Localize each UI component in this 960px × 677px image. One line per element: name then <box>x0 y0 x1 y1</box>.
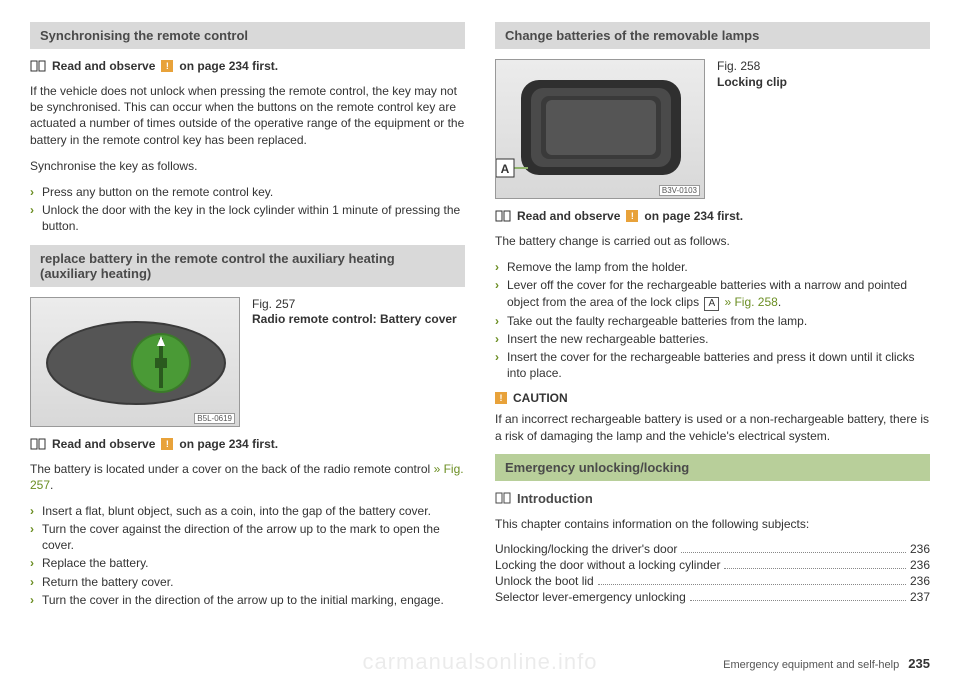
figure-title: Locking clip <box>717 75 787 89</box>
caution-label: CAUTION <box>513 391 568 405</box>
read-observe-tail: on page 234 first. <box>179 437 278 451</box>
bullet-list: Press any button on the remote control k… <box>30 184 465 235</box>
toc-dots <box>681 552 906 553</box>
list-item: Remove the lamp from the holder. <box>495 259 930 275</box>
figure-number: Fig. 257 <box>252 297 457 313</box>
figure-image: B5L-0619 <box>30 297 240 427</box>
toc-line: Unlock the boot lid 236 <box>495 574 930 588</box>
toc-title: Unlock the boot lid <box>495 574 594 588</box>
paragraph: Synchronise the key as follows. <box>30 158 465 174</box>
caution-heading: ! CAUTION <box>495 391 930 405</box>
figure-code: B3V-0103 <box>659 185 700 196</box>
read-observe-text: Read and observe <box>52 59 155 73</box>
toc-line: Unlocking/locking the driver's door 236 <box>495 542 930 556</box>
paragraph: If the vehicle does not unlock when pres… <box>30 83 465 148</box>
list-item: Replace the battery. <box>30 555 465 571</box>
toc-dots <box>598 584 906 585</box>
introduction-heading: Introduction <box>495 491 930 506</box>
warning-icon: ! <box>161 438 173 450</box>
book-icon <box>495 210 511 222</box>
toc-line: Selector lever-emergency unlocking 237 <box>495 590 930 604</box>
read-observe-tail: on page 234 first. <box>644 209 743 223</box>
intro-text: This chapter contains information on the… <box>495 516 930 532</box>
toc-title: Selector lever-emergency unlocking <box>495 590 686 604</box>
toc-line: Locking the door without a locking cylin… <box>495 558 930 572</box>
book-icon <box>30 438 46 450</box>
list-item: Insert a flat, blunt object, such as a c… <box>30 503 465 519</box>
read-observe-text: Read and observe <box>517 209 620 223</box>
figure-caption: Fig. 257 Radio remote control: Battery c… <box>252 297 457 328</box>
text: . <box>50 478 53 492</box>
read-observe-text: Read and observe <box>52 437 155 451</box>
toc-title: Unlocking/locking the driver's door <box>495 542 677 556</box>
figure-code: B5L-0619 <box>194 413 235 424</box>
toc-title: Locking the door without a locking cylin… <box>495 558 720 572</box>
introduction-label: Introduction <box>517 491 593 506</box>
figure-number: Fig. 258 <box>717 59 787 75</box>
book-icon <box>30 60 46 72</box>
text: The battery is located under a cover on … <box>30 462 434 476</box>
page-footer: Emergency equipment and self-help 235 <box>723 656 930 671</box>
warning-icon: ! <box>495 392 507 404</box>
warning-icon: ! <box>161 60 173 72</box>
list-item: Insert the new rechargeable batteries. <box>495 331 930 347</box>
list-item: Insert the cover for the rechargeable ba… <box>495 349 930 381</box>
list-item: Lever off the cover for the rechargeable… <box>495 277 930 310</box>
key-label: A <box>704 297 719 311</box>
page-number: 235 <box>908 656 930 671</box>
read-observe-row: Read and observe ! on page 234 first. <box>30 59 465 73</box>
toc-dots <box>690 600 906 601</box>
caution-text: If an incorrect rechargeable battery is … <box>495 411 930 443</box>
figure-caption: Fig. 258 Locking clip <box>717 59 787 90</box>
section-header-replace-battery: replace battery in the remote control th… <box>30 245 465 287</box>
toc-page: 236 <box>910 574 930 588</box>
bullet-list: Insert a flat, blunt object, such as a c… <box>30 503 465 608</box>
section-header-sync: Synchronising the remote control <box>30 22 465 49</box>
text: . <box>778 295 781 309</box>
warning-icon: ! <box>626 210 638 222</box>
list-item: Unlock the door with the key in the lock… <box>30 202 465 234</box>
toc-page: 236 <box>910 558 930 572</box>
read-observe-tail: on page 234 first. <box>179 59 278 73</box>
list-item: Press any button on the remote control k… <box>30 184 465 200</box>
paragraph: The battery is located under a cover on … <box>30 461 465 493</box>
figure-title: Radio remote control: Battery cover <box>252 312 457 326</box>
figure-258: A B3V-0103 Fig. 258 Locking clip <box>495 59 930 199</box>
svg-text:A: A <box>501 162 510 176</box>
section-header-emergency: Emergency unlocking/locking <box>495 454 930 481</box>
section-header-change-batteries: Change batteries of the removable lamps <box>495 22 930 49</box>
list-item: Take out the faulty rechargeable batteri… <box>495 313 930 329</box>
toc-page: 237 <box>910 590 930 604</box>
figure-257: B5L-0619 Fig. 257 Radio remote control: … <box>30 297 465 427</box>
bullet-list: Remove the lamp from the holder. Lever o… <box>495 259 930 381</box>
toc-dots <box>724 568 906 569</box>
book-icon <box>495 492 511 504</box>
list-item: Turn the cover against the direction of … <box>30 521 465 553</box>
list-item: Return the battery cover. <box>30 574 465 590</box>
figure-image: A B3V-0103 <box>495 59 705 199</box>
footer-text: Emergency equipment and self-help <box>723 659 899 671</box>
read-observe-row: Read and observe ! on page 234 first. <box>30 437 465 451</box>
figure-link: » Fig. 258 <box>721 295 778 309</box>
watermark: carmanualsonline.info <box>362 649 597 675</box>
toc: Unlocking/locking the driver's door 236 … <box>495 542 930 604</box>
paragraph: The battery change is carried out as fol… <box>495 233 930 249</box>
list-item: Turn the cover in the direction of the a… <box>30 592 465 608</box>
toc-page: 236 <box>910 542 930 556</box>
read-observe-row: Read and observe ! on page 234 first. <box>495 209 930 223</box>
